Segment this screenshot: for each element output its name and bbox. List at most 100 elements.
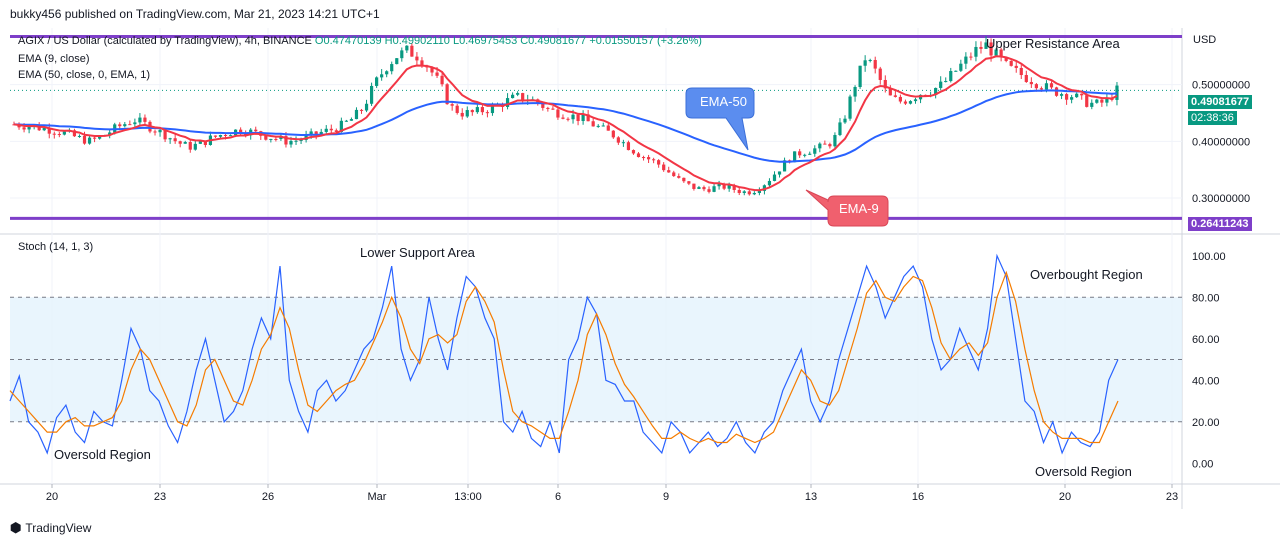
- candle-body: [334, 130, 338, 132]
- time-tick-label: 13:00: [454, 491, 482, 503]
- candle-body: [591, 121, 595, 127]
- candle-body: [1019, 67, 1023, 76]
- annotation-upper-resistance: Upper Resistance Area: [986, 36, 1120, 51]
- candle-body: [898, 96, 902, 102]
- candle-body: [198, 140, 202, 144]
- candle-body: [979, 46, 983, 49]
- candle-body: [939, 81, 943, 88]
- candle-body: [873, 59, 877, 69]
- candle-body: [77, 135, 82, 137]
- candle-body: [1039, 88, 1044, 90]
- candle-body: [1009, 60, 1013, 66]
- candle-body: [757, 190, 761, 193]
- candle-body: [803, 154, 807, 156]
- stoch-tick-label: 40.00: [1192, 375, 1220, 387]
- candle-body: [636, 153, 641, 158]
- candle-body: [385, 71, 389, 75]
- candle-body: [677, 176, 681, 178]
- candle-body: [218, 135, 223, 137]
- price-tick-label: 0.50000000: [1192, 80, 1250, 92]
- candle-body: [1075, 93, 1079, 98]
- candle-body: [516, 93, 520, 95]
- legend-ema9[interactable]: EMA (9, close): [18, 53, 90, 65]
- candle-body: [949, 71, 953, 82]
- candle-body: [606, 125, 610, 131]
- time-tick-label: 20: [46, 491, 58, 503]
- candle-body: [324, 128, 328, 132]
- candle-body: [868, 59, 872, 61]
- stoch-tick-label: 80.00: [1192, 292, 1220, 304]
- candle-body: [143, 117, 147, 122]
- footer-brand[interactable]: TradingView: [25, 521, 92, 535]
- candle-body: [475, 107, 479, 113]
- candle-body: [853, 86, 857, 97]
- candle-body: [460, 112, 464, 117]
- ema9-line: [13, 55, 1118, 192]
- candle-body: [717, 183, 721, 187]
- candle-body: [349, 119, 354, 121]
- candle-body: [274, 138, 278, 140]
- candle-body: [984, 42, 988, 49]
- time-tick-label: 9: [663, 491, 669, 503]
- candle-body: [742, 191, 746, 194]
- candle-body: [944, 81, 948, 83]
- candle-body: [989, 42, 993, 56]
- candle-body: [480, 107, 484, 113]
- candle-body: [1090, 102, 1094, 107]
- candle-body: [561, 117, 565, 119]
- candle-body: [772, 174, 777, 181]
- legend-ema50[interactable]: EMA (50, close, 0, EMA, 1): [18, 69, 151, 81]
- candle-body: [954, 70, 958, 72]
- candle-body: [521, 93, 525, 101]
- candle-body: [576, 114, 580, 122]
- candle-body: [62, 131, 66, 135]
- candle-body: [138, 117, 142, 123]
- candle-body: [1024, 75, 1028, 82]
- candle-body: [400, 50, 404, 59]
- candle-body: [652, 159, 656, 161]
- candle-body: [1085, 95, 1089, 107]
- candle-body: [818, 143, 822, 149]
- annotation-oversold-right: Oversold Region: [1035, 464, 1132, 479]
- candle-body: [657, 160, 661, 165]
- callout-ema50-bubble: [685, 87, 755, 151]
- callout-ema9-bubble: [805, 189, 889, 227]
- candle-body: [213, 135, 218, 137]
- x-axis: 20 23 26 Mar 13:00 6 9 13 16 20 23: [46, 484, 1178, 503]
- currency-label: USD: [1193, 34, 1217, 46]
- candle-body: [672, 172, 676, 177]
- candle-body: [269, 138, 273, 140]
- stoch-tick-label: 20.00: [1192, 417, 1220, 429]
- legend-stoch[interactable]: Stoch (14, 1, 3): [18, 241, 94, 253]
- candle-body: [339, 120, 343, 132]
- candle-body: [1095, 99, 1099, 103]
- candle-body: [893, 95, 897, 97]
- candle-body: [631, 150, 636, 154]
- candle-body: [641, 157, 646, 159]
- candle-body: [82, 135, 87, 144]
- candle-body: [908, 101, 913, 104]
- candle-body: [284, 136, 288, 145]
- candle-body: [1100, 99, 1104, 103]
- candle-body: [329, 128, 333, 131]
- candle-body: [42, 127, 46, 131]
- time-tick-label: 23: [1166, 491, 1178, 503]
- candle-body: [128, 124, 132, 126]
- legend-symbol-text: AGIX / US Dollar (calculated by TradingV…: [18, 35, 312, 47]
- candle-body: [1044, 83, 1049, 90]
- candle-body: [1115, 85, 1119, 100]
- candle-body: [697, 187, 701, 189]
- time-tick-label: Mar: [368, 491, 387, 503]
- candle-body: [848, 96, 852, 119]
- time-tick-label: 26: [262, 491, 274, 503]
- candle-body: [601, 125, 605, 127]
- candle-body: [1080, 93, 1084, 96]
- candle-body: [344, 120, 348, 122]
- candle-body: [450, 104, 454, 106]
- stoch-panel: [9, 253, 1182, 455]
- candle-body: [888, 88, 892, 96]
- annotation-lower-support: Lower Support Area: [360, 245, 475, 260]
- candle-body: [727, 185, 731, 189]
- candle-body: [541, 103, 545, 108]
